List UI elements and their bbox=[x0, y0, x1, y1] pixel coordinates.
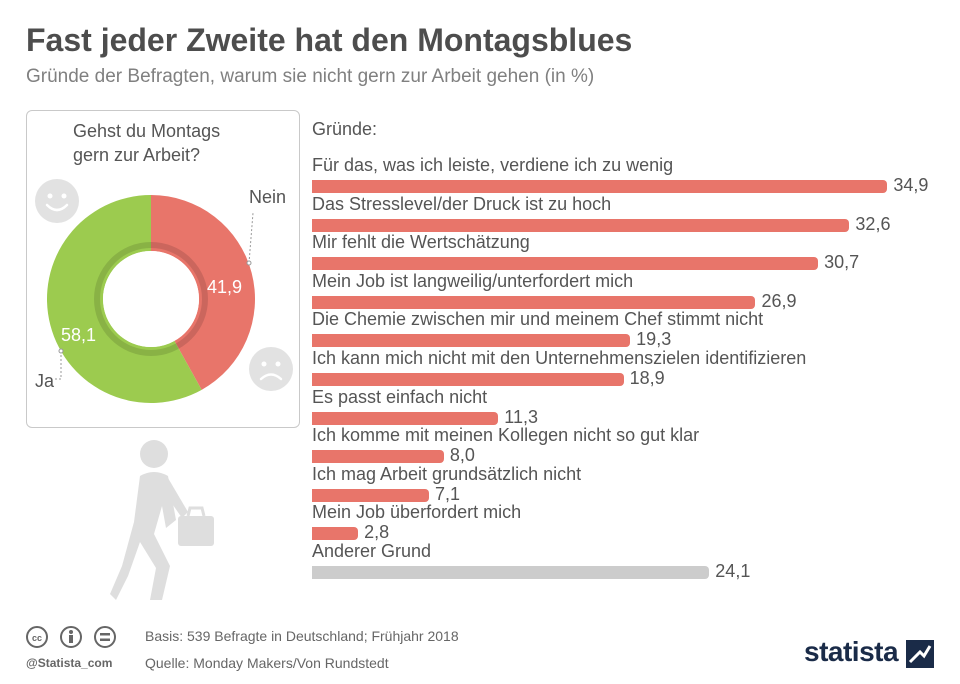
attribution-icon bbox=[60, 626, 82, 648]
statista-handle[interactable]: @Statista_com bbox=[26, 656, 113, 670]
statista-logo[interactable]: statista bbox=[804, 636, 899, 667]
donut-slice-ja bbox=[47, 195, 202, 403]
nein-leader-dot bbox=[246, 260, 252, 266]
smiley-happy-icon bbox=[35, 179, 79, 223]
reasons-heading: Gründe: bbox=[312, 119, 378, 139]
bar-label: Ich mag Arbeit grundsätzlich nicht bbox=[312, 463, 582, 484]
bar-value-label: 8,0 bbox=[449, 445, 475, 466]
bar-value-label: 24,1 bbox=[715, 561, 751, 581]
bar bbox=[312, 373, 624, 386]
page-title: Fast jeder Zweite hat den Montagsblues bbox=[26, 22, 633, 58]
page-subtitle: Gründe der Befragten, warum sie nicht ge… bbox=[26, 66, 595, 87]
license-icons: cc bbox=[26, 626, 116, 648]
bar-value-label: 32,6 bbox=[855, 213, 891, 234]
bar bbox=[312, 411, 499, 425]
bar-value-label: 30,7 bbox=[824, 252, 860, 273]
bar bbox=[312, 257, 819, 271]
bar-label: Mein Job ist langweilig/unterfordert mic… bbox=[312, 270, 634, 291]
bar bbox=[312, 334, 631, 348]
source-note: Quelle: Monday Makers/Von Rundstedt bbox=[145, 655, 389, 671]
ja-leader-dot bbox=[58, 348, 64, 354]
bar-value-label: 19,3 bbox=[636, 329, 672, 350]
bar-value-label: 18,9 bbox=[629, 368, 665, 388]
bar bbox=[312, 450, 444, 464]
donut-value-ja: 58,1 bbox=[61, 325, 97, 345]
donut-question-line2: gern zur Arbeit? bbox=[73, 145, 201, 165]
bar-label: Ich kann mich nicht mit den Unternehmens… bbox=[312, 348, 807, 368]
bar bbox=[312, 488, 430, 502]
bar bbox=[312, 295, 756, 309]
bar bbox=[312, 566, 710, 579]
donut-panel: Gehst du Montags gern zur Arbeit? Nein J… bbox=[26, 110, 300, 428]
bar-value-label: 34,9 bbox=[893, 175, 929, 195]
bar-value-label: 11,3 bbox=[504, 406, 538, 427]
bar bbox=[312, 527, 359, 541]
nein-leader-line bbox=[248, 212, 254, 264]
bar-label: Ich komme mit meinen Kollegen nicht so g… bbox=[312, 425, 700, 446]
bar bbox=[312, 218, 850, 232]
donut-chart bbox=[35, 179, 293, 403]
bar-label: Das Stresslevel/der Druck ist zu hoch bbox=[312, 193, 612, 214]
donut-inner-ring bbox=[94, 242, 208, 356]
svg-text:cc: cc bbox=[32, 633, 42, 643]
donut-value-nein: 41,9 bbox=[207, 277, 243, 297]
ja-leader-line bbox=[55, 351, 62, 380]
bar-value-label: 26,9 bbox=[761, 290, 797, 311]
bar-label: Anderer Grund bbox=[312, 541, 432, 561]
donut-label-nein: Nein bbox=[249, 187, 287, 207]
donut-label-ja: Ja bbox=[35, 371, 55, 391]
bar-value-label: 7,1 bbox=[435, 483, 461, 504]
basis-note: Basis: 539 Befragte in Deutschland; Früh… bbox=[145, 628, 459, 644]
donut-question-line1: Gehst du Montags bbox=[73, 121, 221, 141]
bar-label: Es passt einfach nicht bbox=[312, 386, 488, 407]
cc-icon: cc bbox=[26, 626, 48, 648]
walking-person-icon bbox=[110, 440, 214, 600]
smiley-sad-icon bbox=[249, 347, 293, 391]
bar bbox=[312, 180, 888, 193]
donut-hole bbox=[103, 251, 199, 347]
bar-label: Mein Job überfordert mich bbox=[312, 502, 522, 523]
bar-label: Die Chemie zwischen mir und meinem Chef … bbox=[312, 309, 764, 330]
donut-slice-nein bbox=[151, 195, 256, 390]
bar-value-label: 2,8 bbox=[364, 522, 390, 543]
statista-logo-mark-icon bbox=[906, 640, 934, 668]
bar-label: Für das, was ich leiste, verdiene ich zu… bbox=[312, 155, 674, 175]
bar-label: Mir fehlt die Wertschätzung bbox=[312, 232, 530, 253]
no-derivatives-icon bbox=[94, 626, 116, 648]
